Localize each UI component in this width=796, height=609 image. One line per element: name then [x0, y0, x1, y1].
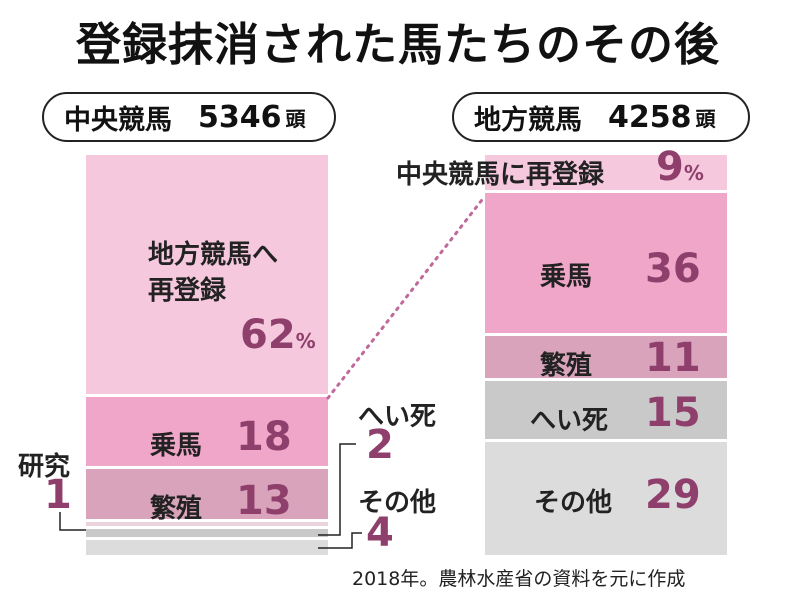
segment-other [86, 539, 328, 555]
research-label: 研究 [18, 452, 71, 482]
reregister-local-pct: % [295, 329, 316, 353]
other-value: 4 [366, 510, 394, 556]
breeding-value-right: 11 [645, 335, 701, 381]
death-value-right: 15 [645, 390, 701, 436]
segment-breeding [485, 335, 727, 379]
reregister-central-number: 9 [656, 144, 684, 190]
local-racing-label: 地方競馬 [474, 104, 582, 136]
central-racing-label: 中央競馬 [64, 104, 172, 136]
research-leader-line [59, 512, 86, 531]
riding-label-right: 乗馬 [540, 262, 593, 292]
death-value: 2 [366, 422, 394, 468]
central-racing-header: 中央競馬 5346 頭 [42, 92, 336, 142]
segment-death [485, 381, 727, 440]
death-label-right: へい死 [530, 406, 609, 436]
death-label: へい死 [358, 402, 437, 432]
reregister-local-value: 62% [240, 312, 316, 358]
breeding-value: 13 [236, 478, 292, 524]
segment-reregister-central [485, 155, 727, 190]
breeding-label-right: 繁殖 [540, 351, 593, 381]
source-note: 2018年。農林水産省の資料を元に作成 [352, 568, 686, 590]
local-racing-unit: 頭 [695, 106, 716, 131]
death-leader-line [318, 443, 356, 536]
central-racing-count: 5346 [198, 99, 282, 135]
reregister-central-label: 中央競馬に再登録 [396, 160, 605, 190]
reregister-central-pct: % [683, 161, 704, 185]
riding-label: 乗馬 [150, 431, 203, 461]
other-value-right: 29 [645, 472, 701, 518]
segment-breeding [86, 469, 328, 520]
other-label-right: その他 [534, 488, 613, 518]
research-value: 1 [44, 472, 72, 518]
reregister-local-label-line2: 再登録 [148, 276, 227, 306]
segment-other [485, 442, 727, 555]
other-label: その他 [358, 488, 437, 518]
reregister-central-value: 9% [656, 144, 704, 190]
other-leader-line [318, 532, 362, 549]
segment-riding [485, 192, 727, 333]
riding-value-right: 36 [645, 246, 701, 292]
central-racing-unit: 頭 [285, 106, 306, 131]
riding-value: 18 [236, 414, 292, 460]
local-racing-count: 4258 [608, 99, 692, 135]
page-title: 登録抹消された馬たちのその後 [75, 18, 720, 71]
reregister-local-label-line1: 地方競馬へ [148, 240, 279, 270]
reregister-central-row: 中央競馬に再登録 [396, 154, 604, 191]
local-racing-header: 地方競馬 4258 頭 [452, 92, 750, 142]
breeding-label: 繁殖 [150, 494, 203, 524]
zoom-dotted-line [326, 194, 487, 400]
reregister-local-number: 62 [240, 312, 296, 358]
segment-death [86, 528, 328, 537]
segment-research [86, 522, 328, 526]
segment-reregister-local [86, 155, 328, 394]
segment-riding [86, 396, 328, 466]
